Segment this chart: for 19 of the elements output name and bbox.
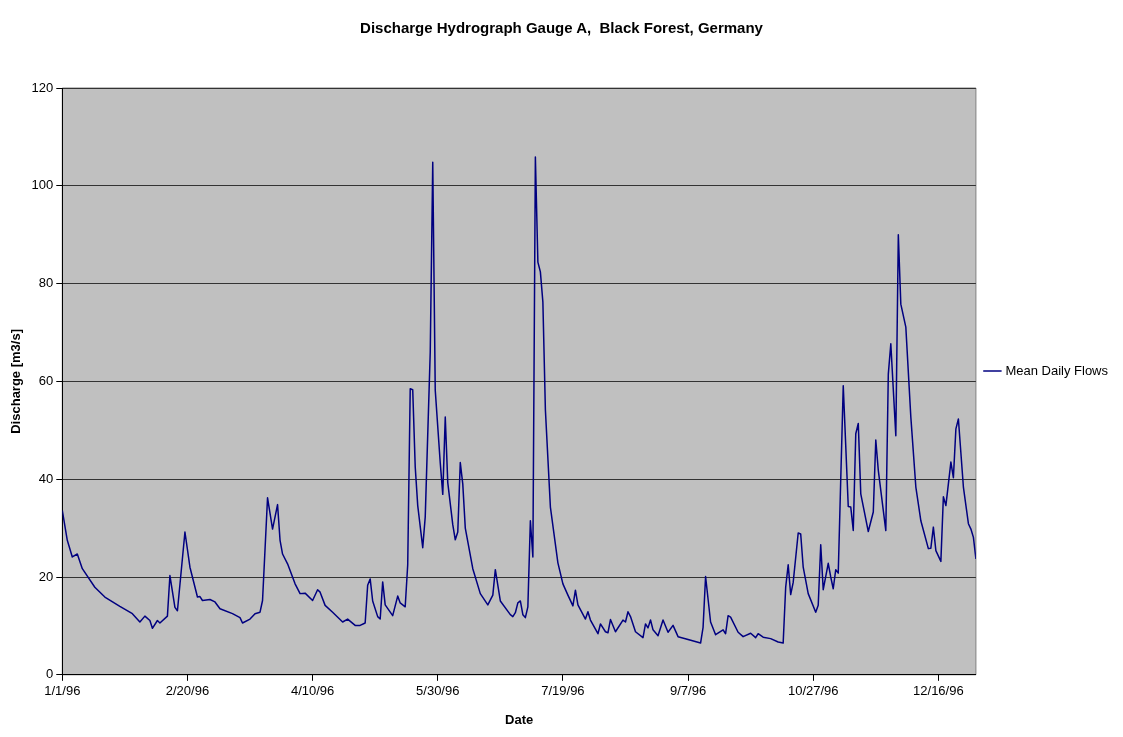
y-axis-title: Discharge [m3/s] — [8, 329, 24, 434]
x-tick-label: 5/30/96 — [416, 683, 460, 699]
x-tick-label: 9/7/96 — [669, 683, 707, 699]
y-tick-label: 20 — [38, 568, 54, 584]
y-tick-label: 80 — [38, 275, 54, 291]
y-tick-label: 60 — [38, 372, 54, 388]
x-tick-label: 1/1/96 — [44, 683, 81, 699]
x-tick-label: 4/10/96 — [290, 683, 335, 699]
x-axis-title: Date — [505, 711, 534, 727]
legend-label: Mean Daily Flows — [1005, 362, 1109, 378]
x-tick-label: 7/19/96 — [541, 683, 585, 699]
y-tick-label: 120 — [31, 79, 54, 95]
y-tick-label: 100 — [31, 177, 54, 193]
y-tick-label: 40 — [38, 470, 54, 486]
x-tick-label: 10/27/96 — [787, 683, 839, 699]
x-tick-label: 2/20/96 — [165, 683, 210, 699]
x-tick-label: 12/16/96 — [913, 683, 964, 699]
y-tick-label: 0 — [46, 666, 54, 682]
chart-title: Discharge Hydrograph Gauge A, Black Forest, Germany — [360, 19, 764, 37]
